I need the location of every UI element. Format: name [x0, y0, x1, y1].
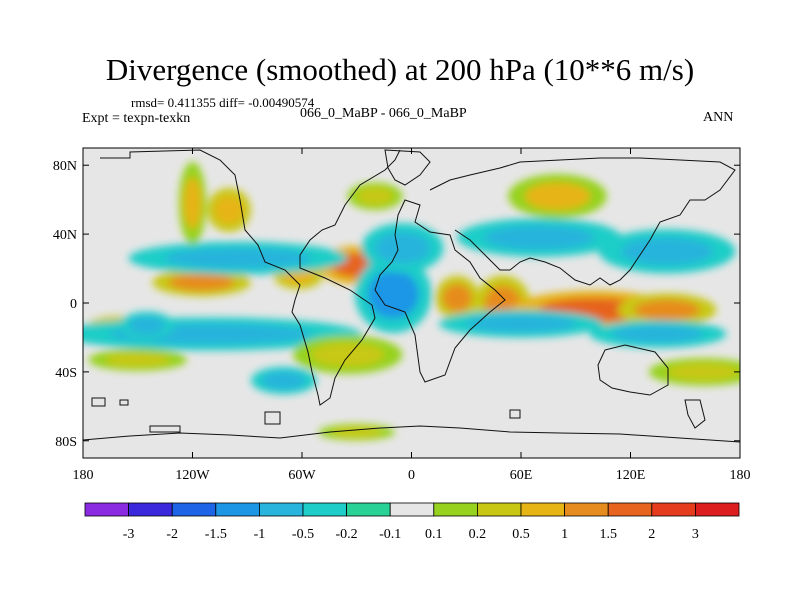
x-tick-label: 180 [73, 468, 94, 483]
colorbar-label: 0.1 [425, 527, 443, 542]
field-core-20 [356, 187, 394, 205]
colorbar-swatch [84, 502, 129, 517]
y-tick-label: 0 [70, 297, 77, 312]
season-label: ANN [703, 110, 734, 125]
colorbar-label: 1 [561, 527, 568, 542]
field-core-23 [667, 363, 740, 381]
field-core-11 [484, 225, 594, 250]
colorbar-label: -0.5 [292, 527, 314, 542]
colorbar-label: 0.5 [512, 527, 530, 542]
field-core-1 [168, 273, 235, 291]
colorbar-swatch [389, 502, 435, 517]
colorbar-swatch [520, 502, 565, 517]
colorbar-label: -2 [166, 527, 178, 542]
colorbar-swatch [433, 502, 478, 517]
x-tick-label: 180 [730, 468, 751, 483]
colorbar-swatch [258, 502, 304, 517]
coastline [83, 149, 740, 443]
colorbar-swatch [695, 502, 740, 517]
field-core-18 [183, 177, 202, 229]
field-core-16 [612, 325, 704, 343]
colorbar-label: 3 [692, 527, 699, 542]
field-core-7 [634, 299, 700, 321]
y-tick-label: 80N [53, 159, 77, 174]
colorbar-label: 1.5 [599, 527, 617, 542]
field-core-24 [261, 371, 306, 390]
colorbar-swatch [651, 502, 696, 517]
field-core-17 [214, 196, 244, 224]
x-tick-label: 0 [408, 468, 415, 483]
x-tick-label: 120E [616, 468, 646, 483]
colorbar-label: -3 [123, 527, 135, 542]
field-core-12 [621, 237, 713, 266]
field-core-25 [331, 427, 383, 438]
colorbar-swatch [302, 502, 347, 517]
colorbar-swatch [215, 502, 260, 517]
chart-title: Divergence (smoothed) at 200 hPa (10**6 … [105, 52, 695, 87]
colorbar-label: 0.2 [469, 527, 487, 542]
colorbar-swatch [346, 502, 391, 517]
colorbar-label: 2 [648, 527, 655, 542]
x-tick-label: 120W [175, 468, 210, 483]
x-tick-label: 60E [510, 468, 533, 483]
field-core-15 [466, 315, 576, 333]
y-tick-label: 40S [55, 366, 77, 381]
colorbar-label: -0.1 [379, 527, 401, 542]
axes: 180 120W 60W 0 60E 120E 180 80N 40N 0 40S 80S [53, 148, 751, 483]
colorbar-swatch [564, 502, 609, 517]
field-core-9 [165, 247, 312, 269]
field-core-14 [128, 316, 166, 334]
field-core-10 [375, 232, 430, 264]
case-label: 066_0_MaBP - 066_0_MaBP [300, 106, 467, 121]
field-core-22 [104, 352, 171, 367]
colorbar: -3 -2 -1.5 -1 -0.5 -0.2 -0.1 0.1 0.2 0.5 1 1.5 2 3 [84, 502, 740, 542]
colorbar-label: -1.5 [205, 527, 227, 542]
colorbar-label: -1 [254, 527, 266, 542]
y-tick-label: 80S [55, 435, 77, 450]
colorbar-label: -0.2 [336, 527, 358, 542]
divergence-field [83, 161, 740, 441]
colorbar-swatch [607, 502, 653, 517]
colorbar-swatch [128, 502, 173, 517]
experiment-label: Expt = texpn-texkn [82, 111, 191, 126]
stats-label: rmsd= 0.411355 diff= -0.00490574 [131, 95, 315, 110]
field-core-19 [524, 182, 591, 211]
x-tick-label: 60W [288, 468, 316, 483]
field-core-21 [311, 342, 385, 367]
y-tick-label: 40N [53, 228, 77, 243]
field-core-4 [442, 284, 472, 312]
field-core-3 [367, 270, 419, 319]
colorbar-swatch [171, 502, 217, 517]
colorbar-swatch [476, 502, 522, 517]
